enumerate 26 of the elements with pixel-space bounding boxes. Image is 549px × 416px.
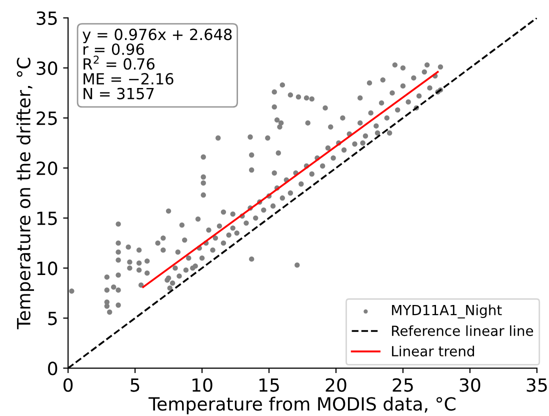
x-tick-label: 5: [130, 378, 140, 392]
y-tick-label: 20: [36, 161, 58, 176]
x-tick-label: 25: [392, 378, 413, 392]
legend-label: Reference linear line: [392, 325, 534, 336]
y-tick-label: 10: [37, 262, 58, 276]
x-tick-label: 30: [460, 378, 480, 392]
y-tick-label: 25: [36, 111, 57, 126]
annotation: y = 0.976x + 2.648: [82, 28, 232, 44]
annotation: R$^{2}$ = 0.76: [84, 56, 155, 70]
x-tick-label: 20: [326, 378, 346, 392]
y-tick-label: 35: [36, 11, 57, 26]
x-tick-label: 10: [192, 378, 212, 392]
legend-label: Linear trend: [392, 346, 474, 356]
annotation: r = 0.96: [84, 43, 144, 56]
x-tick-label: 35: [526, 378, 547, 392]
annotation: ME = −2.16: [84, 73, 174, 85]
x-tick-label: 15: [260, 378, 279, 392]
y-tick-label: 30: [36, 61, 58, 76]
y-tick-label: 0: [48, 362, 58, 376]
y-tick-label: 5: [48, 312, 57, 326]
x-axis-title: Temperature from MODIS data, °C: [148, 396, 456, 414]
annotation: N = 3157: [84, 88, 154, 100]
y-tick-label: 15: [37, 212, 57, 226]
x-tick-label: 0: [64, 378, 73, 392]
legend-label: MYD11A1_Night: [392, 304, 502, 318]
y-axis-title: Temperature on the drifter, °C: [16, 58, 34, 330]
